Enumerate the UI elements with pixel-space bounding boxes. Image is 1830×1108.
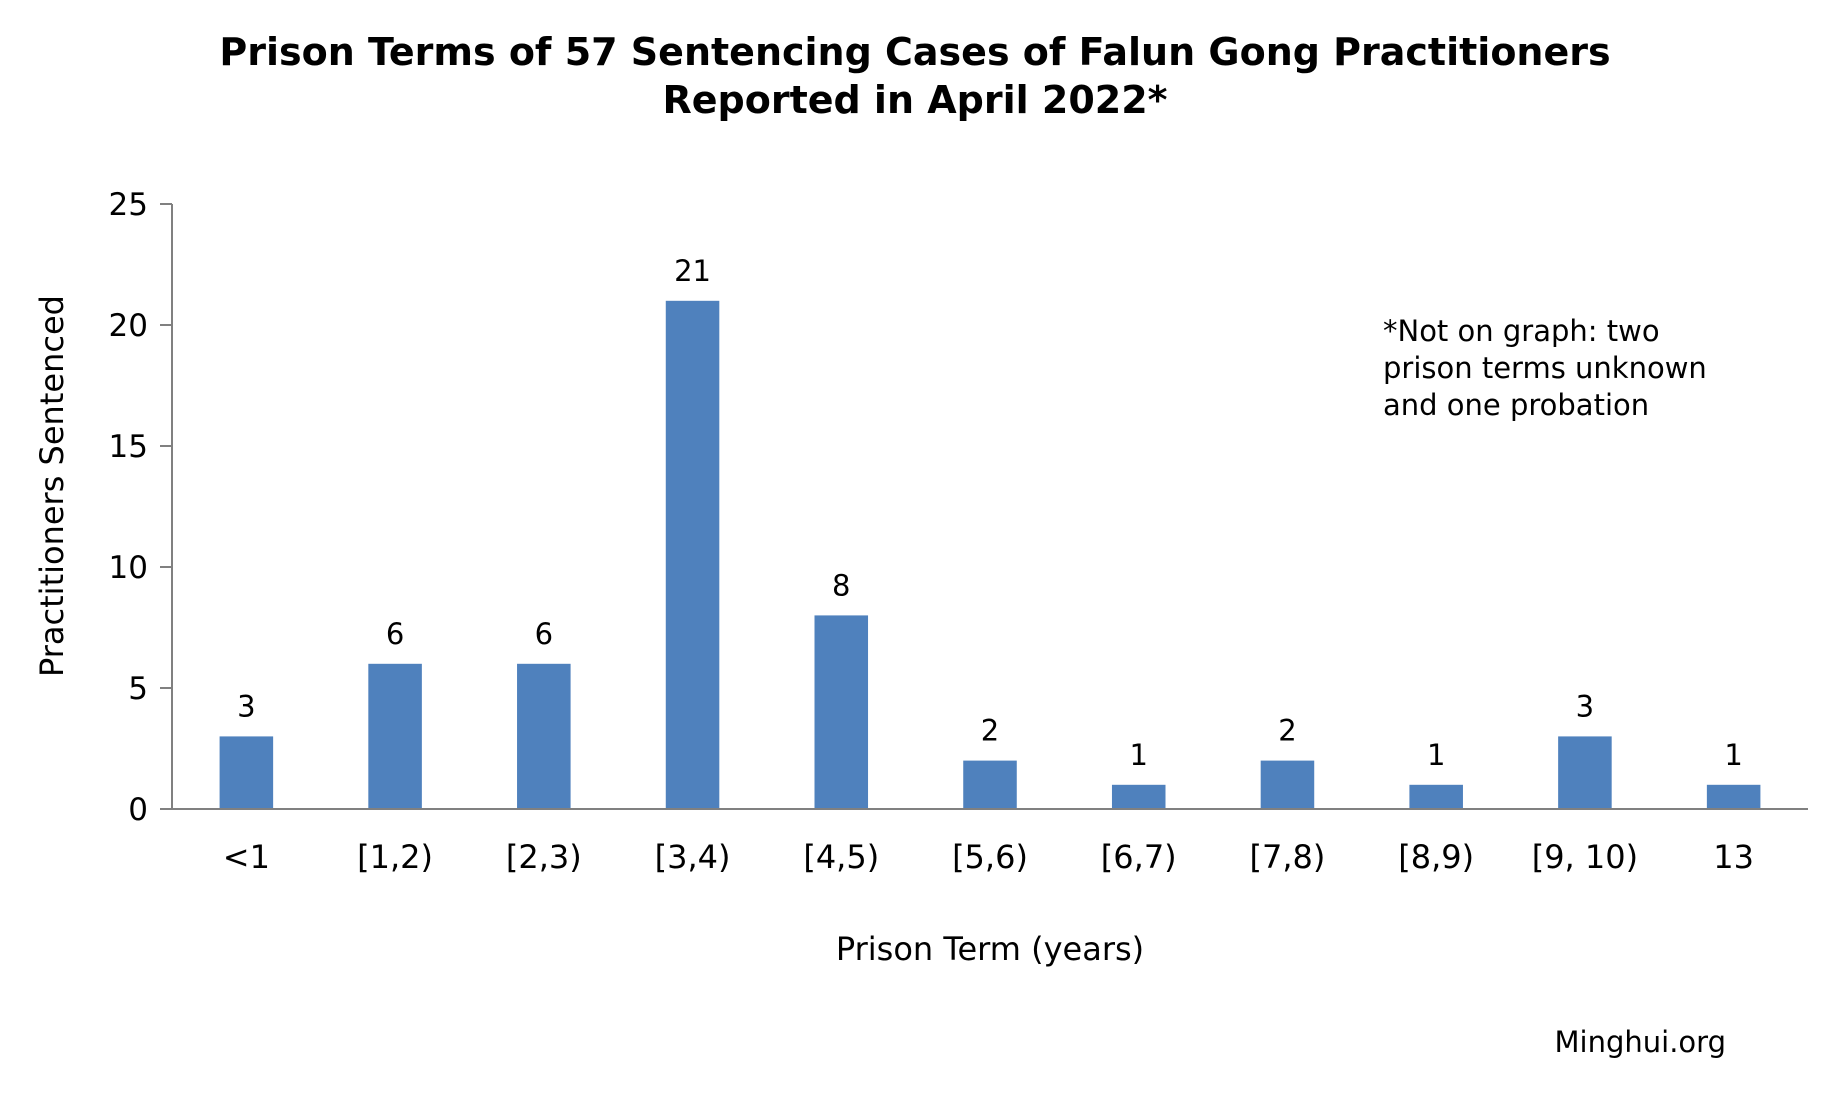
chart-title: Prison Terms of 57 Sentencing Cases of F… [0,28,1830,124]
x-category-label: [3,4) [655,838,731,876]
y-axis-title: Practitioners Sentenced [33,295,71,677]
y-axis: 0 5 10 15 20 25 [109,187,173,828]
bar [1409,784,1463,809]
bar-data-label: 6 [535,617,553,651]
bar-data-label: 3 [237,689,255,723]
x-category-label: [1,2) [357,838,433,876]
bar [814,615,869,809]
x-category-label: [8,9) [1398,838,1474,876]
bar [1706,784,1761,809]
bar [1558,736,1612,809]
bar-data-label: 21 [674,254,711,288]
chart-note: *Not on graph: two prison terms unknown … [1383,314,1707,422]
y-tick-label: 20 [109,308,148,344]
bar-data-label: 3 [1576,689,1594,723]
x-axis-title: Prison Term (years) [836,930,1144,968]
chart-title-line-1: Prison Terms of 57 Sentencing Cases of F… [219,30,1611,74]
bars [219,300,1761,809]
x-category-label: [7,8) [1250,838,1326,876]
bar [517,663,571,809]
x-category-label: 13 [1713,838,1754,876]
bar-data-label: 1 [1427,738,1445,772]
x-category-label: [6,7) [1101,838,1177,876]
y-tick-label: 15 [109,429,148,465]
chart-title-line-2: Reported in April 2022* [662,78,1168,122]
y-tick-label: 0 [128,792,148,828]
bar-data-label: 1 [1724,738,1742,772]
y-tick-label: 25 [109,187,148,223]
bar [963,760,1017,809]
bar-data-label: 6 [386,617,404,651]
note-line-1: *Not on graph: two [1383,314,1660,348]
bar [1260,760,1315,809]
note-line-2: prison terms unknown [1383,351,1707,385]
x-category-label: [4,5) [803,838,879,876]
x-category-label: [2,3) [506,838,582,876]
category-labels: <1 [1,2) [2,3) [3,4) [4,5) [5,6) [6,7) [7,8) [8,… [223,838,1754,876]
bar-data-label: 2 [981,714,999,748]
source-label: Minghui.org [1555,1025,1726,1059]
bar [219,736,274,809]
bar [1111,784,1166,809]
note-line-3: and one probation [1383,388,1649,422]
y-tick-label: 5 [128,671,148,707]
x-category-label: [5,6) [952,838,1028,876]
bar-data-label: 2 [1278,714,1296,748]
bar-data-label: 8 [832,568,850,602]
x-category-label: <1 [223,838,270,876]
bar [665,300,720,809]
bar-data-label: 1 [1130,738,1148,772]
bar [368,663,422,809]
x-category-label: [9, 10) [1532,838,1638,876]
y-tick-label: 10 [109,550,148,586]
